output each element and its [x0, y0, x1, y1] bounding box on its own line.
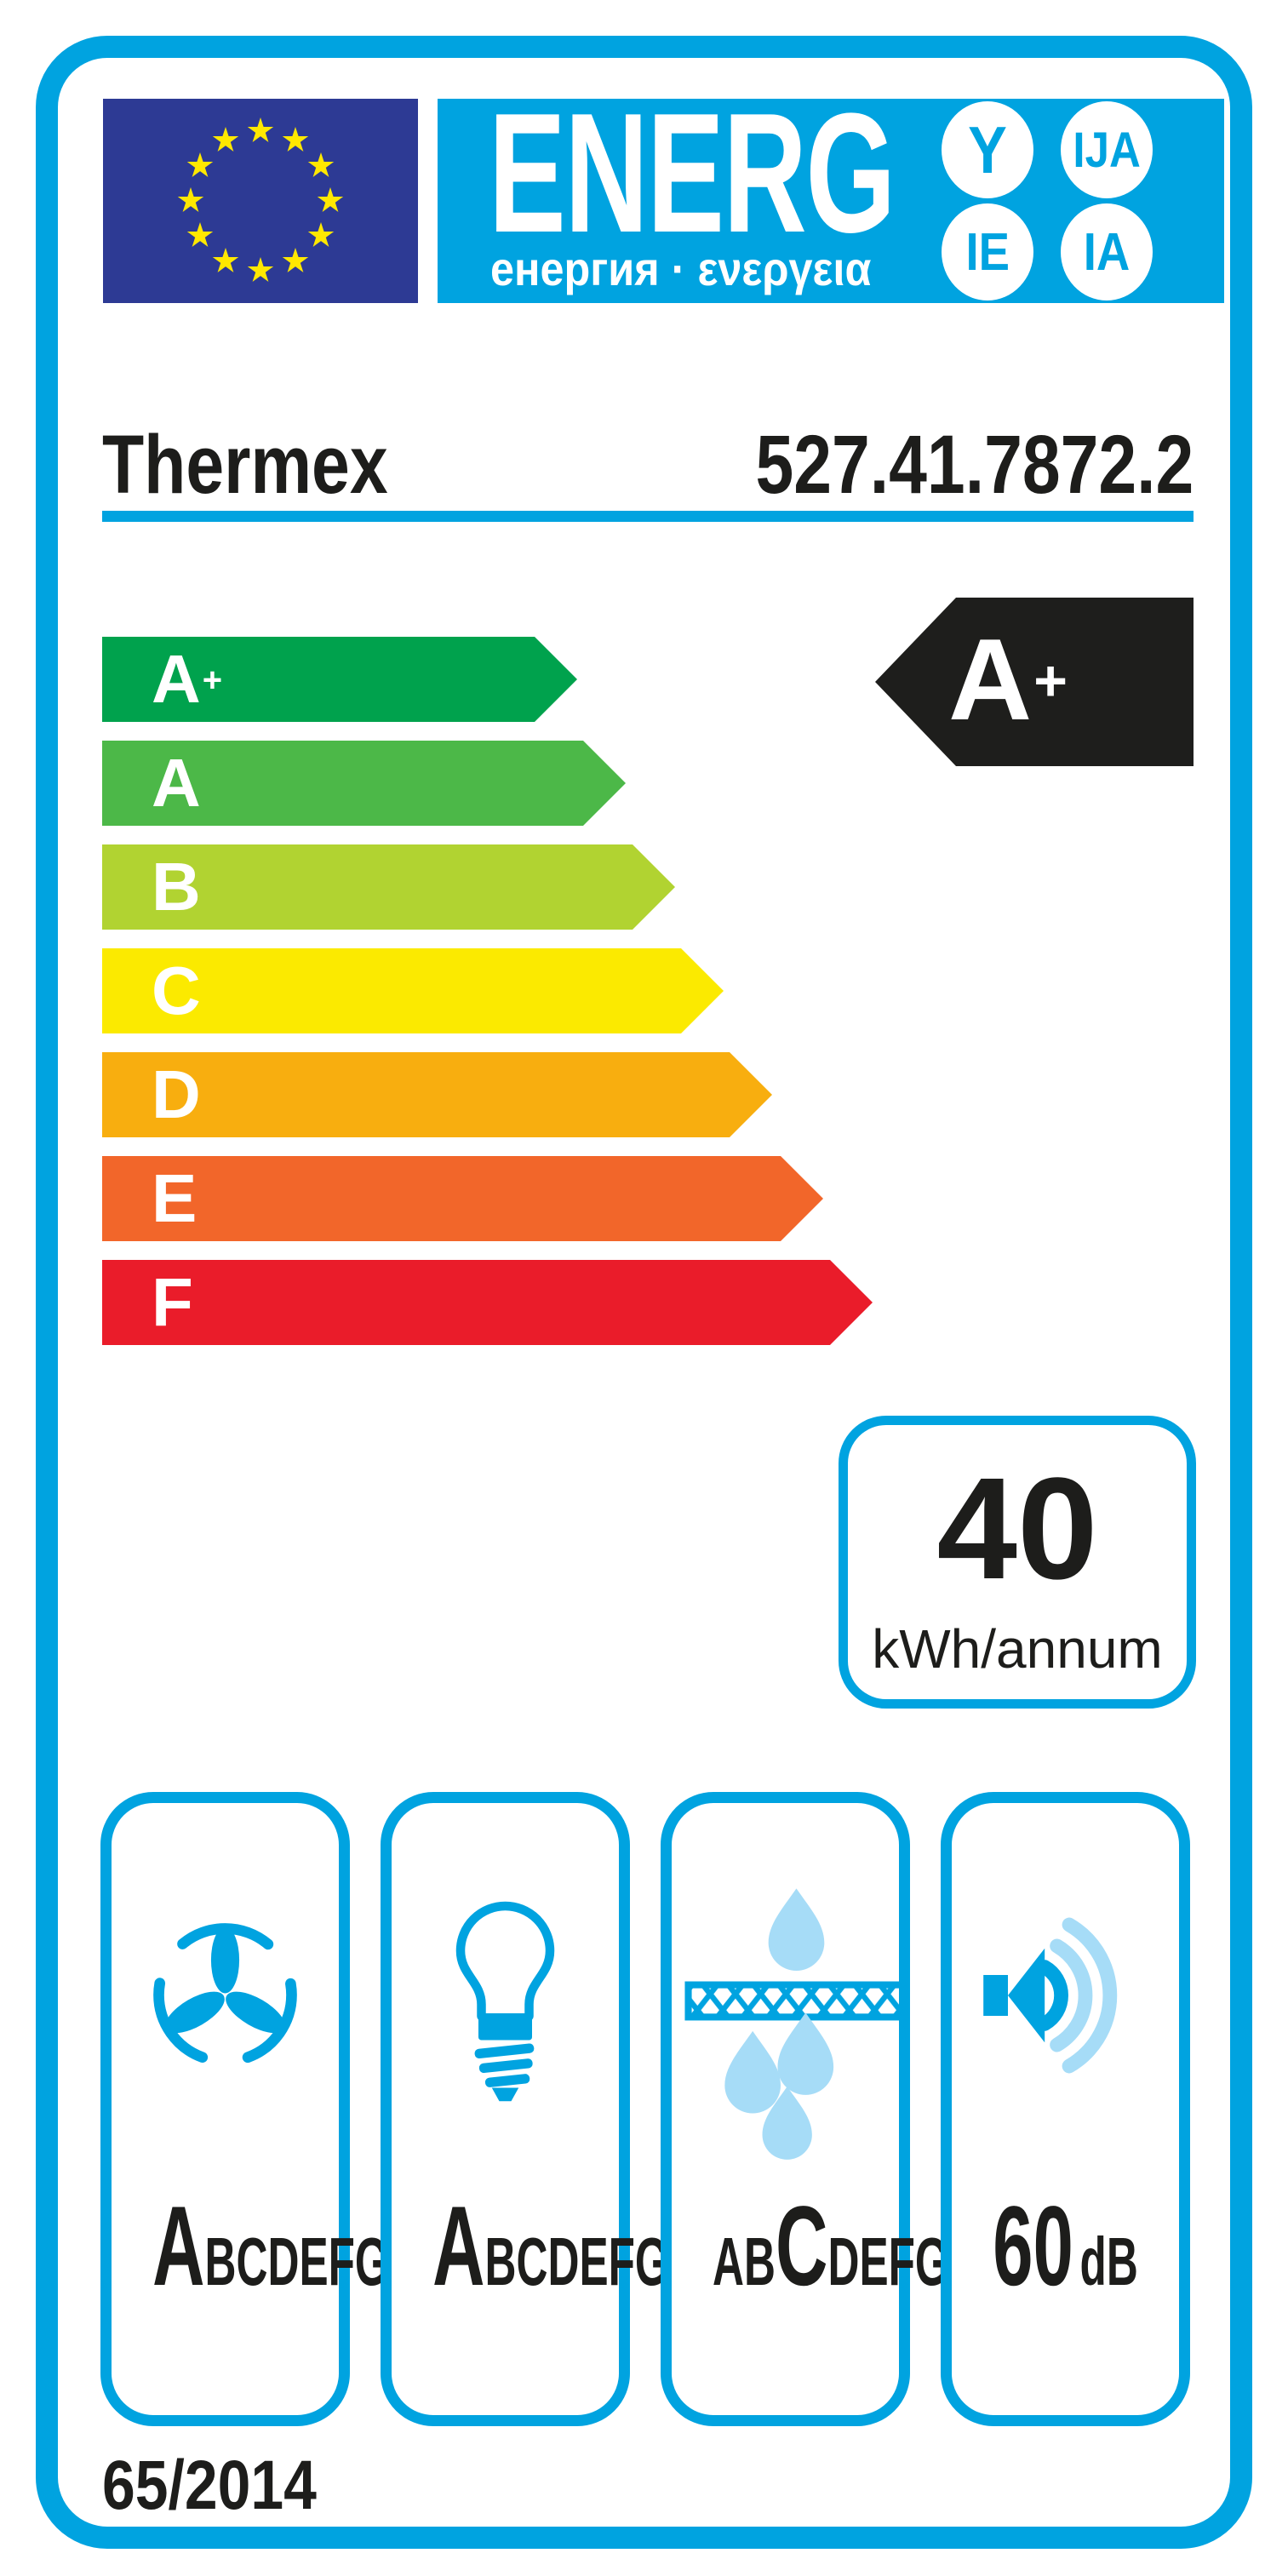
energ-header-panel: ENERG енергия · ενεργεια Y IJA IE IA: [438, 89, 1224, 303]
class-arrow-a-plus: A+: [102, 637, 577, 722]
class-arrow-label: C: [152, 953, 201, 1028]
noise-level-box: 60dB: [941, 1792, 1190, 2426]
language-badge-ie: IE: [942, 203, 1033, 301]
brand-name: Thermex: [102, 418, 388, 511]
class-arrow-c: C: [102, 948, 724, 1033]
grease-filter-class-rating: ABCDEFG: [713, 2184, 949, 2310]
class-arrow-d: D: [102, 1052, 772, 1137]
lightbulb-icon: [455, 1901, 555, 2102]
fan-icon: [153, 1923, 297, 2067]
lighting-class-rating: ABCDEFG: [432, 2184, 669, 2310]
consumption-unit: kWh/annum: [872, 1618, 1163, 1680]
rating-value: A+: [948, 615, 1068, 744]
noise-value: 60dB: [993, 2184, 1138, 2310]
grease-filter-box: ABCDEFG: [661, 1792, 949, 2426]
label-border: [36, 36, 1252, 2549]
regulation-number: 65/2014: [102, 2447, 317, 2524]
fan-efficiency-box: ABCDEFG: [100, 1792, 389, 2426]
class-arrow-f: F: [102, 1260, 873, 1345]
energ-subtitle: енергия · ενεργεια: [490, 242, 872, 295]
class-arrow-label: B: [152, 849, 201, 924]
rating-arrow: A+: [875, 598, 1194, 766]
language-badge-y: Y: [942, 101, 1033, 198]
consumption-value: 40: [936, 1448, 1098, 1610]
eu-flag-logo: [103, 99, 418, 303]
grease-filter-icon: [684, 1888, 908, 2160]
language-badge-ia: IA: [1061, 203, 1153, 301]
class-arrow-label: E: [152, 1160, 197, 1236]
class-arrow-a: A: [102, 741, 626, 826]
class-arrow-b: B: [102, 844, 675, 930]
energ-word: ENERG: [489, 78, 896, 268]
class-arrow-label: D: [152, 1056, 201, 1132]
class-arrow-e: E: [102, 1156, 823, 1241]
lighting-efficiency-box: ABCDEFG: [381, 1792, 669, 2426]
fan-class-rating: ABCDEFG: [152, 2184, 389, 2310]
divider-rule: [102, 511, 1194, 522]
language-badge-ija: IJA: [1061, 101, 1153, 198]
model-number: 527.41.7872.2: [755, 418, 1194, 511]
class-arrow-label: A: [152, 745, 201, 821]
class-arrow-label: A+: [152, 641, 223, 717]
annual-consumption-box: 40 kWh/annum: [839, 1416, 1196, 1709]
class-arrow-label: F: [152, 1264, 193, 1340]
noise-icon: [983, 1917, 1118, 2074]
